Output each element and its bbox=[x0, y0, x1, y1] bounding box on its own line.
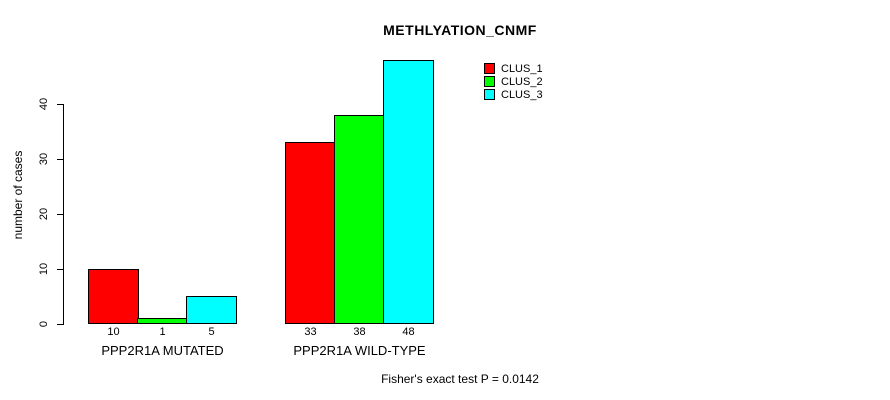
bar-value-label: 1 bbox=[159, 326, 166, 338]
bar-value-label: 38 bbox=[353, 326, 366, 338]
y-tick-mark bbox=[57, 104, 63, 105]
legend-item-clus_3: CLUS_3 bbox=[484, 88, 543, 101]
category-label: PPP2R1A MUTATED bbox=[101, 343, 224, 358]
bar-clus_3-2 bbox=[383, 60, 434, 324]
legend-item-clus_2: CLUS_2 bbox=[484, 75, 543, 88]
legend-label: CLUS_3 bbox=[501, 88, 543, 101]
y-axis-label: number of cases bbox=[11, 150, 25, 240]
y-tick-label: 40 bbox=[38, 97, 50, 111]
bar-value-label: 10 bbox=[107, 326, 120, 338]
legend-label: CLUS_1 bbox=[501, 62, 543, 75]
y-tick-label: 0 bbox=[38, 320, 50, 328]
legend-item-clus_1: CLUS_1 bbox=[484, 62, 543, 75]
annotation-fishers-test: Fisher's exact test P = 0.0142 bbox=[381, 372, 539, 386]
y-tick-mark bbox=[57, 269, 63, 270]
y-tick-mark bbox=[57, 324, 63, 325]
y-axis-line bbox=[63, 104, 64, 325]
bar-clus_3-1 bbox=[186, 296, 237, 324]
legend-swatch-icon bbox=[484, 63, 495, 74]
legend-swatch-icon bbox=[484, 76, 495, 87]
bar-clus_2-2 bbox=[334, 115, 385, 324]
legend-swatch-icon bbox=[484, 89, 495, 100]
bar-value-label: 5 bbox=[208, 326, 215, 338]
bar-clus_2-1 bbox=[137, 318, 188, 324]
y-tick-label: 10 bbox=[38, 262, 50, 276]
y-tick-label: 30 bbox=[38, 152, 50, 166]
y-tick-label: 20 bbox=[38, 207, 50, 221]
legend-label: CLUS_2 bbox=[501, 75, 543, 88]
chart-title: METHLYATION_CNMF bbox=[383, 22, 537, 38]
y-tick-mark bbox=[57, 214, 63, 215]
category-label: PPP2R1A WILD-TYPE bbox=[293, 343, 426, 358]
bar-value-label: 33 bbox=[304, 326, 317, 338]
bar-clus_1-1 bbox=[88, 269, 139, 324]
bar-clus_1-2 bbox=[285, 142, 336, 324]
legend: CLUS_1 CLUS_2 CLUS_3 bbox=[484, 62, 543, 101]
y-tick-mark bbox=[57, 159, 63, 160]
bar-value-label: 48 bbox=[402, 326, 415, 338]
